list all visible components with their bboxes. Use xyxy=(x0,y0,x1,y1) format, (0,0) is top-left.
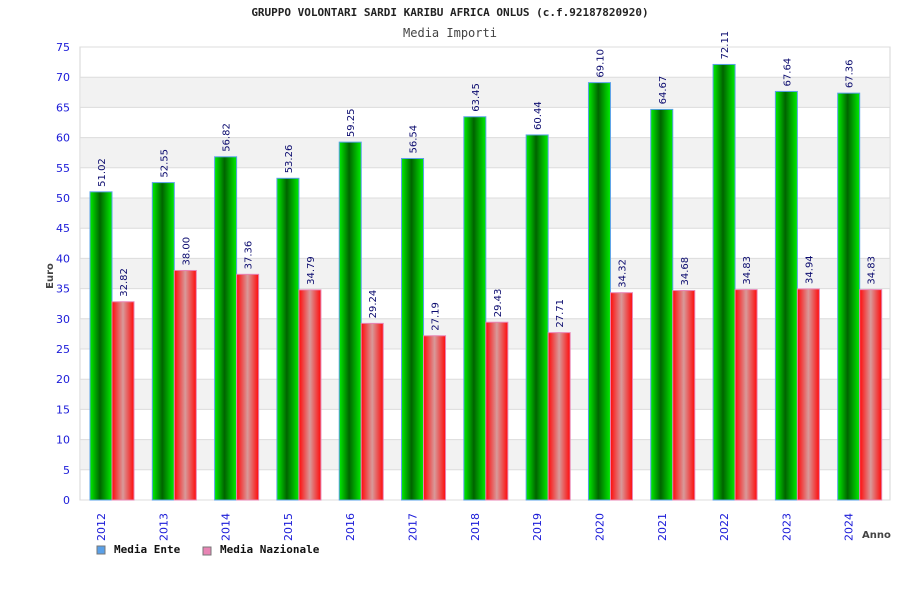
y-tick-label: 50 xyxy=(56,192,70,205)
data-label: 32.82 xyxy=(119,268,130,297)
x-axis-label: Anno xyxy=(862,530,891,541)
x-tick-label: 2013 xyxy=(157,513,170,541)
bar-media-ente xyxy=(587,82,611,501)
data-label: 37.36 xyxy=(244,241,255,270)
y-tick-label: 20 xyxy=(56,373,70,386)
y-tick-label: 30 xyxy=(56,313,70,326)
legend-swatch-media-ente xyxy=(96,545,106,555)
x-tick-label: 2020 xyxy=(593,513,606,541)
grid-band xyxy=(81,77,889,108)
data-label: 34.83 xyxy=(867,256,878,285)
data-label: 69.10 xyxy=(595,49,606,78)
data-label: 29.43 xyxy=(493,289,504,318)
bar-media-nazionale xyxy=(111,301,135,501)
bar-media-nazionale xyxy=(173,269,197,501)
data-label: 34.32 xyxy=(617,259,628,288)
y-tick-label: 45 xyxy=(56,222,70,235)
y-tick-label: 15 xyxy=(56,403,70,416)
data-label: 51.02 xyxy=(97,158,108,187)
bar-media-nazionale xyxy=(734,289,758,501)
bar-media-nazionale xyxy=(859,289,883,501)
legend-label-media-nazionale: Media Nazionale xyxy=(220,543,320,556)
bar-media-nazionale xyxy=(423,335,447,501)
y-tick-label: 25 xyxy=(56,343,70,356)
bar-media-ente xyxy=(712,63,736,501)
bar-media-nazionale xyxy=(236,273,260,501)
bar-media-nazionale xyxy=(360,322,384,501)
y-tick-label: 35 xyxy=(56,283,70,296)
bar-media-ente xyxy=(151,182,175,501)
bar-media-ente xyxy=(837,92,861,501)
x-tick-label: 2018 xyxy=(469,513,482,541)
data-label: 27.19 xyxy=(431,302,442,331)
data-label: 67.64 xyxy=(782,58,793,87)
bar-media-ente xyxy=(463,116,487,501)
bar-media-nazionale xyxy=(298,289,322,501)
bar-media-ente xyxy=(650,108,674,501)
bar-media-nazionale xyxy=(672,290,696,501)
y-tick-label: 65 xyxy=(56,101,70,114)
data-label: 34.94 xyxy=(804,255,815,284)
bar-media-ente xyxy=(525,134,549,501)
chart-title: GRUPPO VOLONTARI SARDI KARIBU AFRICA ONL… xyxy=(251,6,648,19)
data-label: 27.71 xyxy=(555,299,566,328)
y-tick-label: 60 xyxy=(56,132,70,145)
data-label: 53.26 xyxy=(284,145,295,174)
bar-media-ente xyxy=(774,90,798,501)
bar-media-ente xyxy=(214,156,238,501)
data-label: 34.79 xyxy=(306,256,317,285)
data-label: 52.55 xyxy=(159,149,170,178)
data-label: 60.44 xyxy=(533,101,544,130)
y-tick-label: 75 xyxy=(56,41,70,54)
data-label: 56.82 xyxy=(222,123,233,152)
data-label: 34.83 xyxy=(742,256,753,285)
bar-media-ente xyxy=(276,177,300,501)
y-tick-label: 10 xyxy=(56,434,70,447)
data-label: 63.45 xyxy=(471,83,482,112)
x-tick-label: 2017 xyxy=(407,513,420,541)
data-label: 72.11 xyxy=(720,31,731,60)
x-tick-label: 2014 xyxy=(220,513,233,541)
y-tick-label: 5 xyxy=(63,464,70,477)
y-axis-label: Euro xyxy=(45,263,56,289)
data-label: 29.24 xyxy=(368,290,379,319)
bar-media-nazionale xyxy=(485,321,509,501)
x-tick-label: 2019 xyxy=(531,513,544,541)
x-tick-label: 2016 xyxy=(344,513,357,541)
bars xyxy=(89,63,883,501)
x-tick-label: 2015 xyxy=(282,513,295,541)
data-label: 38.00 xyxy=(181,237,192,266)
bar-media-nazionale xyxy=(547,332,571,501)
legend-label-media-ente: Media Ente xyxy=(114,543,181,556)
bar-media-nazionale xyxy=(609,292,633,501)
y-tick-label: 40 xyxy=(56,252,70,265)
y-tick-label: 70 xyxy=(56,71,70,84)
x-tick-label: 2023 xyxy=(780,513,793,541)
x-tick-label: 2021 xyxy=(656,513,669,541)
bar-media-nazionale xyxy=(796,288,820,501)
legend-swatch-media-nazionale xyxy=(202,546,212,556)
x-axis-ticks: 2012 2013 2014 2015 2016 2017 2018 2019 2020 2021… xyxy=(95,513,856,541)
x-tick-label: 2022 xyxy=(718,513,731,541)
data-label: 67.36 xyxy=(845,60,856,89)
y-tick-label: 0 xyxy=(63,494,70,507)
data-label: 59.25 xyxy=(346,108,357,137)
x-tick-label: 2012 xyxy=(95,513,108,541)
bar-media-ente xyxy=(89,191,113,501)
y-axis-ticks: 0 5 10 15 20 25 30 35 40 45 50 55 60 65 70 75 xyxy=(56,41,70,507)
data-label: 64.67 xyxy=(658,76,669,105)
data-label: 56.54 xyxy=(409,125,420,154)
data-label: 34.68 xyxy=(680,257,691,286)
bar-media-ente xyxy=(401,157,425,501)
chart-subtitle: Media Importi xyxy=(403,26,497,40)
legend: Media Ente Media Nazionale xyxy=(96,543,320,556)
y-tick-label: 55 xyxy=(56,162,70,175)
bar-media-ente xyxy=(338,141,362,501)
data-labels: 51.02 32.82 52.55 38.00 56.82 37.36 53.26 34.79… xyxy=(97,31,878,331)
x-tick-label: 2024 xyxy=(843,513,856,541)
